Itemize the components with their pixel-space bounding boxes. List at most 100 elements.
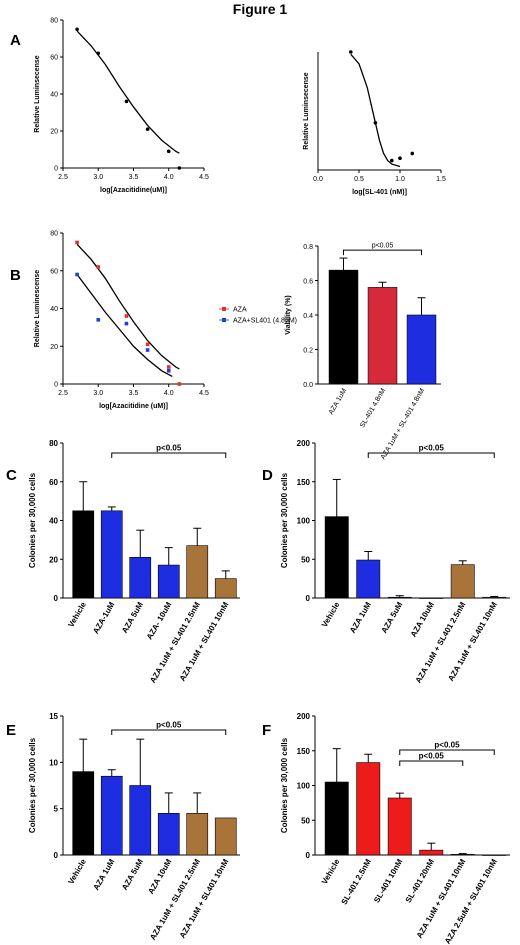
- y-axis-label: Relative Luminescense: [34, 270, 41, 348]
- fit-curve-2: [76, 274, 173, 378]
- y-tick-label: 0: [54, 166, 58, 173]
- panel-letter-c: C: [6, 467, 17, 484]
- data-point: [349, 50, 353, 54]
- significance-label: p<0.05: [419, 444, 445, 453]
- bar: [324, 781, 349, 856]
- x-tick-label: 3.5: [129, 174, 139, 181]
- significance-bracket: [111, 452, 227, 458]
- category-label: AZA 5uM: [380, 600, 405, 635]
- y-tick-label: 5: [54, 805, 59, 814]
- bar: [186, 812, 209, 856]
- bar: [157, 812, 180, 856]
- bar: [419, 849, 444, 856]
- x-tick-label: 3.0: [93, 390, 103, 397]
- category-label: AZA 5uM: [120, 600, 145, 635]
- y-tick-label: 50: [301, 816, 310, 825]
- y-tick-label: 0.4: [303, 313, 313, 320]
- legend-entry: AZA: [233, 307, 247, 314]
- category-label: SL-401 10nM: [372, 857, 404, 904]
- data-point: [390, 158, 394, 163]
- y-tick-label: 20: [50, 344, 58, 351]
- bar: [356, 762, 381, 856]
- y-axis-label: Colonies per 30,000 cells: [28, 737, 37, 833]
- data-point: [124, 314, 129, 318]
- bar: [387, 797, 412, 856]
- x-tick-label: 1.5: [436, 176, 446, 183]
- significance-bracket: [399, 760, 464, 766]
- y-axis-label: Colonies per 30,000 cells: [280, 737, 289, 833]
- category-label: AZA 1uM: [348, 600, 373, 635]
- category-label: SL-401 2.5nM: [340, 857, 374, 906]
- bar: [214, 578, 237, 599]
- data-point: [398, 156, 402, 160]
- y-axis-label: Relative Luminsecense: [34, 55, 41, 133]
- y-tick-label: 60: [49, 478, 58, 487]
- y-tick-label: 0.2: [303, 348, 313, 355]
- category-label: AZA-1uM: [91, 600, 117, 635]
- category-label: AZA 10uM: [409, 600, 436, 638]
- y-tick-label: 40: [50, 306, 58, 313]
- significance-label: p<0.05: [156, 721, 182, 730]
- bar: [214, 817, 237, 856]
- data-point: [96, 265, 101, 269]
- significance-label: p<0.05: [372, 243, 394, 250]
- y-tick-label: 0: [54, 382, 58, 389]
- bar: [157, 564, 180, 599]
- category-label: AZA 1uM: [92, 857, 117, 892]
- y-tick-label: 0.6: [303, 279, 313, 286]
- category-label: AZA 1uM + SL401 10nM: [178, 600, 231, 682]
- x-tick-label: 2.5: [58, 174, 68, 181]
- y-tick-label: 150: [297, 747, 311, 756]
- legend-entry: AZA+SL401 (4.8nM): [233, 318, 297, 325]
- bar: [356, 559, 381, 599]
- data-point: [96, 318, 101, 322]
- panel-letter-d: D: [262, 467, 273, 484]
- chart-B1: 2.5 3.0 3.5 4.0 4.5 0 20 40 60 80 log[Azacitidine …: [34, 231, 297, 411]
- x-axis-label: log[Azacitidine(uM)]: [100, 187, 167, 194]
- y-tick-label: 0.8: [303, 244, 313, 251]
- y-axis-label: Relative Luminsecense: [303, 72, 310, 150]
- bar: [186, 545, 209, 599]
- x-axis-label: log[SL-401 (nM)]: [352, 189, 407, 196]
- data-point: [410, 151, 415, 156]
- category-label: AZA 1uM + SL401 2.5nM: [148, 600, 202, 684]
- category-label: AZA 1uM + SL401 10nM: [178, 857, 231, 939]
- bar: [482, 854, 507, 856]
- y-axis-label: Colonies per 30,000 cells: [280, 472, 289, 568]
- x-tick-label: 4.0: [164, 174, 174, 181]
- bar: [482, 596, 507, 599]
- x-tick-label: 0.5: [354, 176, 364, 183]
- x-axis-label: log[Azacitidine (uM)]: [99, 403, 168, 410]
- bar: [72, 510, 95, 599]
- y-tick-label: 80: [49, 439, 58, 448]
- x-tick-label: 3.0: [93, 174, 103, 181]
- y-tick-label: 20: [50, 129, 58, 136]
- panel-letter-b: B: [10, 267, 21, 284]
- x-tick-label: 2.5: [58, 390, 68, 397]
- x-tick-label: 4.5: [199, 174, 209, 181]
- data-point: [124, 321, 129, 326]
- y-axis-label: Viability (%): [285, 295, 292, 335]
- bar: [419, 597, 444, 599]
- data-point: [75, 272, 79, 277]
- category-label: SL-401 20nM: [404, 857, 436, 904]
- fit-curve-1: [350, 53, 401, 168]
- data-point: [145, 342, 150, 347]
- y-tick-label: 50: [301, 555, 310, 564]
- bar: [450, 564, 475, 599]
- data-point: [166, 149, 171, 154]
- category-label: Vehicle: [320, 857, 342, 886]
- y-tick-label: 100: [297, 782, 311, 791]
- chart-A1: 2.5 3.0 3.5 4.0 4.5 0 20 40 60 80 log[Azacitidine(…: [34, 18, 209, 195]
- category-label: AZA 1uM: [328, 387, 349, 416]
- data-point: [166, 365, 171, 369]
- bar: [406, 314, 437, 385]
- fit-curve-1: [76, 243, 180, 370]
- bar: [324, 516, 349, 599]
- panel-letter-f: F: [262, 722, 271, 739]
- category-label: Vehicle: [320, 600, 342, 629]
- bar: [72, 771, 95, 856]
- category-label: AZA- 10uM: [145, 600, 174, 641]
